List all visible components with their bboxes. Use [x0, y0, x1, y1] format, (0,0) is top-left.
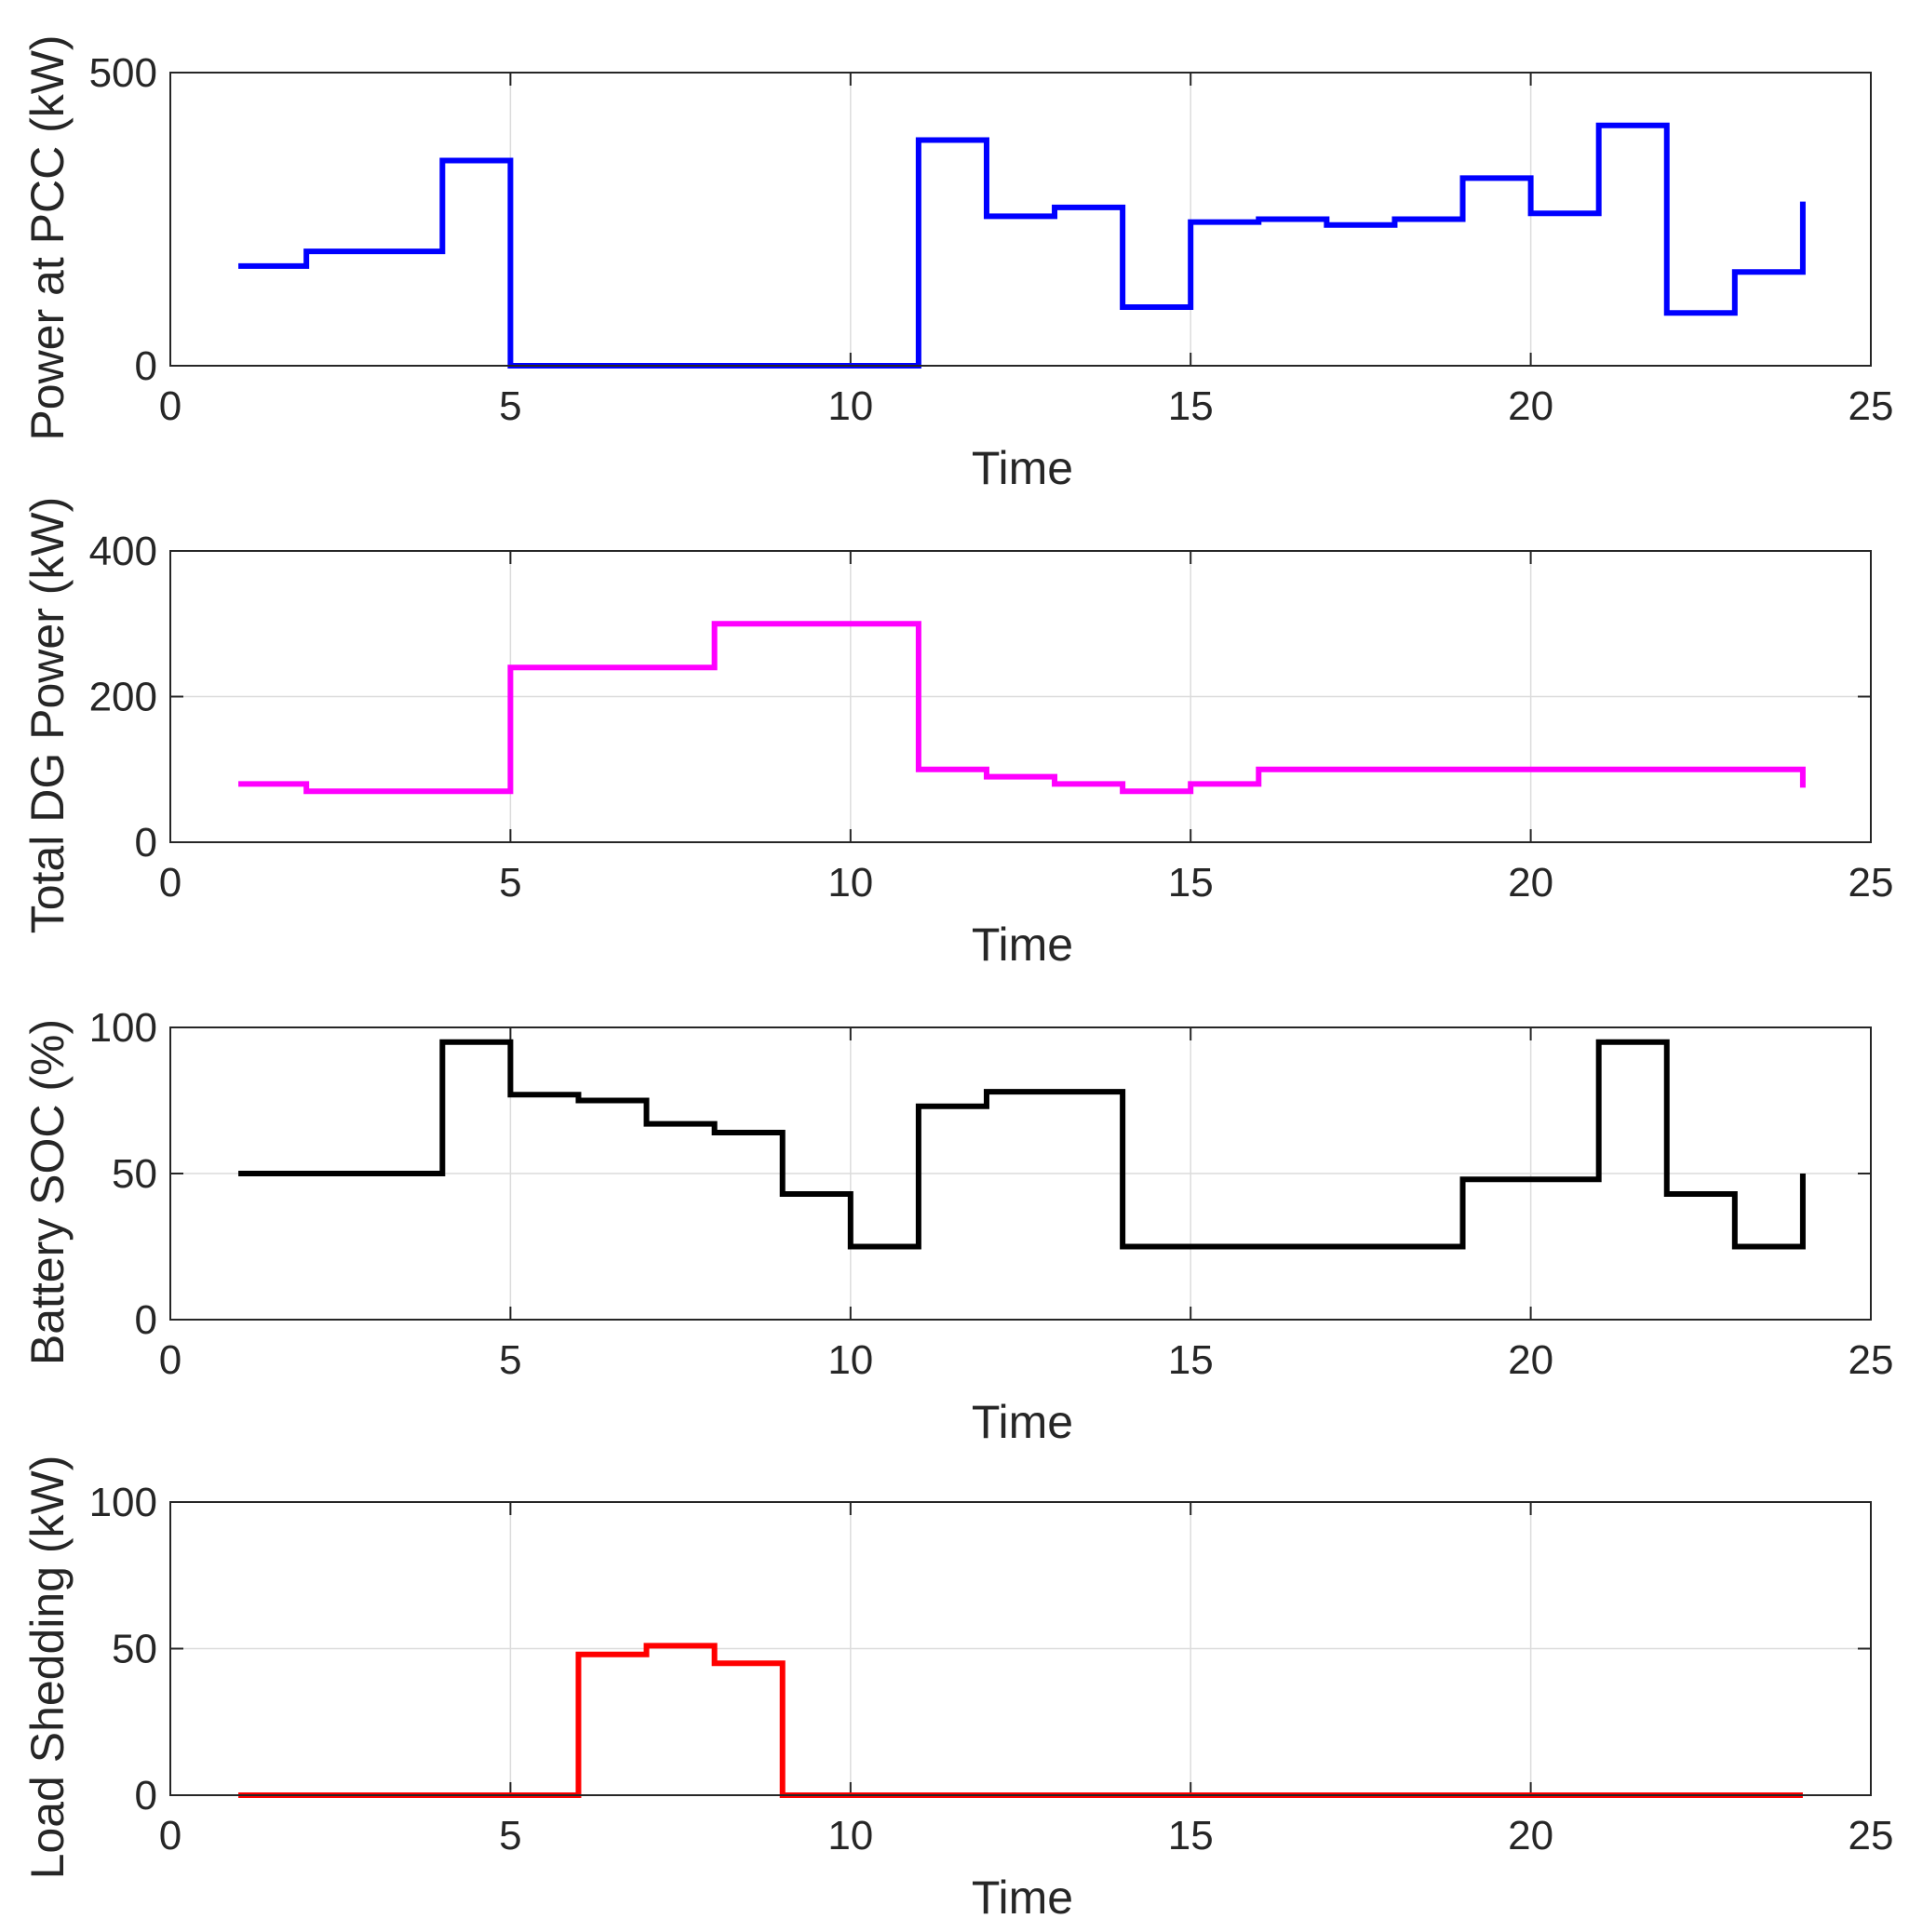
subplot-2-x-tick-label-4: 20 — [1508, 860, 1553, 906]
subplot-2-x-tick-label-2: 10 — [827, 860, 873, 906]
subplot-4-x-axis-label: Time — [972, 1872, 1073, 1924]
subplot-3-x-tick-label-0: 0 — [159, 1337, 181, 1383]
subplot-1-x-tick-label-4: 20 — [1508, 383, 1553, 429]
subplot-1-x-axis-label: Time — [972, 442, 1073, 494]
subplot-1-x-tick-label-3: 15 — [1168, 383, 1214, 429]
subplot-1-axes-box — [169, 72, 1872, 367]
subplot-2-axes-box — [169, 550, 1872, 843]
subplot-4-y-axis-label: Load Shedding (kW) — [21, 1456, 74, 1880]
subplot-3-series-line — [238, 1039, 1806, 1250]
subplot-4-x-tick-label-5: 25 — [1849, 1813, 1894, 1858]
subplot-2-x-tick-label-0: 0 — [159, 860, 181, 906]
subplot-4-y-tick-label-1: 50 — [112, 1627, 157, 1672]
subplot-4-y-tick-label-0: 0 — [135, 1773, 157, 1818]
subplot-2-series-line — [238, 621, 1806, 795]
subplot-4-axes-box — [169, 1501, 1872, 1796]
subplot-3-axes-box — [169, 1026, 1872, 1321]
subplot-1-x-tick-label-0: 0 — [159, 383, 181, 429]
subplot-3: 0 5 10 15 20 25 0 50 100 Time Battery SOC (%) — [21, 1005, 1893, 1448]
subplot-3-y-tick-label-1: 50 — [112, 1151, 157, 1197]
subplot-1-y-tick-label-0: 0 — [135, 343, 157, 389]
subplot-4-x-tick-label-2: 10 — [827, 1813, 873, 1858]
subplot-4-x-tick-label-3: 15 — [1168, 1813, 1214, 1858]
subplot-3-x-axis-label: Time — [972, 1396, 1073, 1448]
subplot-1-x-tick-label-2: 10 — [827, 383, 873, 429]
subplot-1-x-tick-label-5: 25 — [1849, 383, 1894, 429]
subplot-1: 0 5 10 15 20 25 0 500 Time Power at PCC (kW) — [21, 34, 1893, 494]
subplot-4-x-tick-label-4: 20 — [1508, 1813, 1553, 1858]
subplot-3-x-tick-label-4: 20 — [1508, 1337, 1553, 1383]
subplot-3-y-tick-label-2: 100 — [89, 1005, 157, 1051]
subplot-2-x-tick-label-1: 5 — [499, 860, 521, 906]
subplot-2: 0 5 10 15 20 25 0 200 400 Time Total DG Power (kW) — [21, 497, 1893, 971]
subplot-2-y-tick-label-0: 0 — [135, 820, 157, 865]
subplot-3-x-tick-label-3: 15 — [1168, 1337, 1214, 1383]
subplot-2-x-tick-label-3: 15 — [1168, 860, 1214, 906]
subplot-1-x-tick-label-1: 5 — [499, 383, 521, 429]
subplot-2-y-tick-label-1: 200 — [89, 675, 157, 720]
subplot-3-x-tick-label-1: 5 — [499, 1337, 521, 1383]
subplot-2-x-tick-label-5: 25 — [1849, 860, 1894, 906]
subplot-3-x-tick-label-5: 25 — [1849, 1337, 1894, 1383]
subplot-3-y-tick-label-0: 0 — [135, 1297, 157, 1343]
subplot-2-y-tick-label-2: 400 — [89, 529, 157, 574]
subplot-1-series-line — [238, 122, 1806, 369]
subplot-3-x-tick-label-2: 10 — [827, 1337, 873, 1383]
subplot-4-y-tick-label-2: 100 — [89, 1480, 157, 1525]
subplot-2-y-axis-label: Total DG Power (kW) — [21, 497, 74, 934]
subplot-4-x-tick-label-1: 5 — [499, 1813, 521, 1858]
subplot-1-y-tick-label-1: 500 — [89, 50, 157, 96]
subplot-4: 0 5 10 15 20 25 0 50 100 Time Load Shedding (kW) — [21, 1456, 1893, 1924]
subplot-2-x-axis-label: Time — [972, 919, 1073, 971]
subplot-1-y-axis-label: Power at PCC (kW) — [21, 34, 74, 440]
subplot-4-x-tick-label-0: 0 — [159, 1813, 181, 1858]
subplot-3-y-axis-label: Battery SOC (%) — [21, 1019, 74, 1365]
